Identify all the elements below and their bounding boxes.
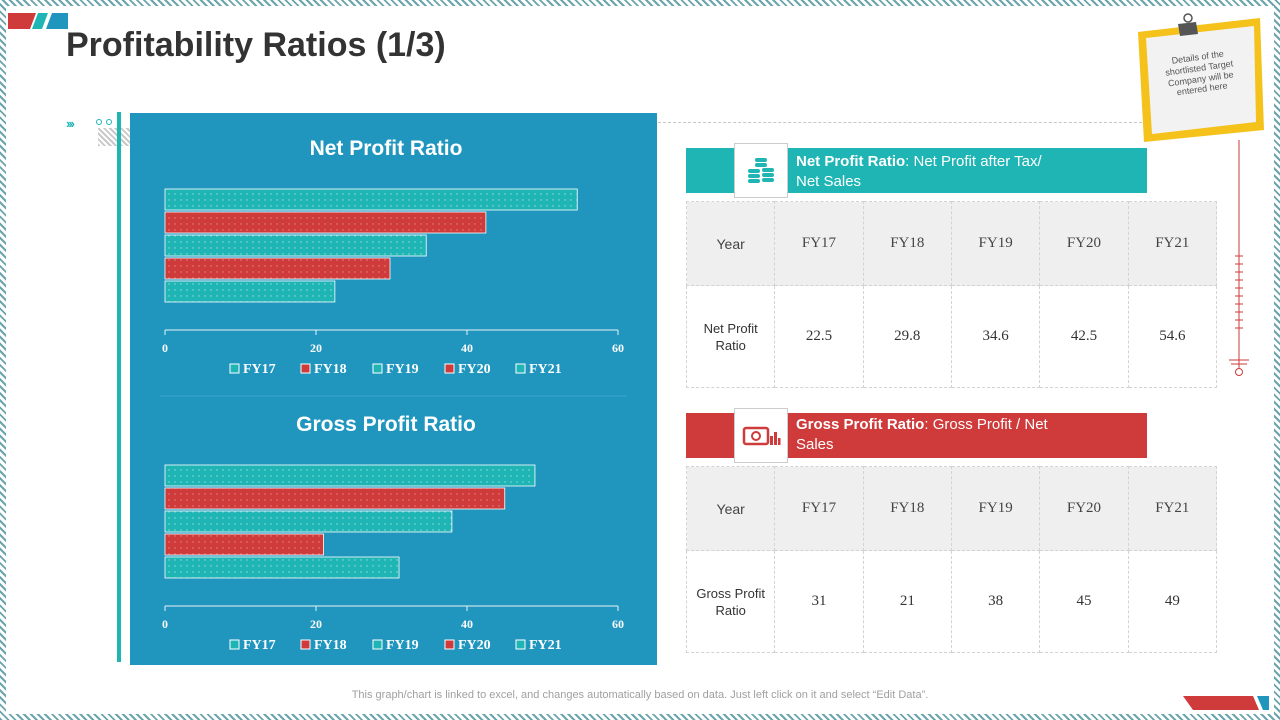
year-cell: FY18 <box>862 466 952 551</box>
year-cell: FY19 <box>950 201 1041 286</box>
year-cell: FY21 <box>1127 201 1218 286</box>
chart-title: Gross Profit Ratio <box>296 413 476 436</box>
year-cell: FY19 <box>950 466 1041 551</box>
chart-title: Net Profit Ratio <box>310 137 463 160</box>
value-cell: 54.6 <box>1127 285 1218 388</box>
x-tick-label: 60 <box>612 617 624 631</box>
legend-swatch <box>300 363 311 374</box>
bar-fy18 <box>164 257 391 280</box>
value-cell: 38 <box>950 550 1041 653</box>
charts-svg: Net Profit Ratio 0 20 40 60 FY17 FY18 FY19 FY20 F… <box>160 137 627 653</box>
legend-label: FY18 <box>314 638 347 653</box>
legend-label: FY18 <box>314 362 347 377</box>
year-cell: FY20 <box>1039 466 1129 551</box>
bar-fy18 <box>164 533 324 556</box>
table-header-row: Year FY17 FY18 FY19 FY20 FY21 <box>685 466 1218 551</box>
legend-swatch <box>515 363 526 374</box>
value-cell: 34.6 <box>950 285 1041 388</box>
legend-swatch <box>515 639 526 650</box>
x-tick-label: 40 <box>461 617 473 631</box>
value-cell: 29.8 <box>862 285 952 388</box>
year-header: Year <box>685 466 776 551</box>
dots-decoration <box>96 119 112 125</box>
cash-chart-icon <box>734 408 788 463</box>
value-cell: 49 <box>1127 550 1218 653</box>
page-title: Profitability Ratios (1/3) <box>66 26 446 64</box>
legend-label: FY19 <box>386 638 419 653</box>
legend-swatch <box>372 639 383 650</box>
legend-label: FY20 <box>458 362 491 377</box>
legend-label: FY19 <box>386 362 419 377</box>
legend-swatch <box>444 363 455 374</box>
accent-bar <box>117 112 121 662</box>
year-cell: FY17 <box>774 466 864 551</box>
table-row: Gross Profit Ratio 31 21 38 45 49 <box>685 550 1218 653</box>
bottom-decoration <box>1183 696 1269 710</box>
value-cell: 45 <box>1039 550 1129 653</box>
legend-label: FY21 <box>529 362 562 377</box>
bar-fy19 <box>164 234 427 257</box>
x-tick-label: 40 <box>461 341 473 355</box>
table-row: Net Profit Ratio 22.5 29.8 34.6 42.5 54.… <box>685 285 1218 388</box>
legend-label: FY17 <box>243 638 276 653</box>
value-cell: 42.5 <box>1039 285 1129 388</box>
chart-panel: Net Profit Ratio 0 20 40 60 FY17 FY18 FY19 FY20 F… <box>130 113 657 665</box>
bar-fy20 <box>164 211 487 234</box>
value-cell: 22.5 <box>774 285 864 388</box>
year-cell: FY21 <box>1127 466 1218 551</box>
chevrons-icon: ››› <box>66 116 75 131</box>
gross-profit-header-text: Gross Profit Ratio: Gross Profit / Net S… <box>796 416 1048 453</box>
value-cell: 21 <box>862 550 952 653</box>
table-header-row: Year FY17 FY18 FY19 FY20 FY21 <box>685 201 1218 286</box>
x-tick-label: 20 <box>310 341 322 355</box>
bar-fy21 <box>164 464 536 487</box>
bar-fy20 <box>164 487 506 510</box>
year-header: Year <box>685 201 776 286</box>
year-cell: FY17 <box>774 201 864 286</box>
x-tick-label: 0 <box>162 617 168 631</box>
sticky-note <box>1138 13 1264 142</box>
bar-fy17 <box>164 556 400 579</box>
gross-profit-table: Year FY17 FY18 FY19 FY20 FY21 Gross Prof… <box>685 466 1218 653</box>
x-tick-label: 0 <box>162 341 168 355</box>
net-profit-header: Net Profit Ratio: Net Profit after Tax/ … <box>686 143 1147 198</box>
value-cell: 31 <box>774 550 864 653</box>
legend-swatch <box>300 639 311 650</box>
gross-profit-header: Gross Profit Ratio: Gross Profit / Net S… <box>686 408 1147 463</box>
footer-note: This graph/chart is linked to excel, and… <box>351 689 929 701</box>
coins-stack-icon <box>734 143 788 198</box>
legend-label: FY21 <box>529 638 562 653</box>
row-label: Net Profit Ratio <box>685 285 776 388</box>
bar-fy19 <box>164 510 453 533</box>
legend-swatch <box>229 639 240 650</box>
year-cell: FY20 <box>1039 201 1129 286</box>
x-tick-label: 20 <box>310 617 322 631</box>
x-tick-label: 60 <box>612 341 624 355</box>
bar-fy17 <box>164 280 336 303</box>
year-cell: FY18 <box>862 201 952 286</box>
legend-label: FY20 <box>458 638 491 653</box>
legend-label: FY17 <box>243 362 276 377</box>
row-label: Gross Profit Ratio <box>685 550 776 653</box>
net-profit-header-text: Net Profit Ratio: Net Profit after Tax/ … <box>796 153 1042 190</box>
legend-swatch <box>444 639 455 650</box>
bar-fy21 <box>164 188 578 211</box>
hatch-decoration <box>98 128 130 146</box>
legend-swatch <box>372 363 383 374</box>
net-profit-table: Year FY17 FY18 FY19 FY20 FY21 Net Profit… <box>685 201 1218 388</box>
corner-decoration <box>8 13 68 29</box>
legend-swatch <box>229 363 240 374</box>
side-decoration <box>1229 140 1249 376</box>
